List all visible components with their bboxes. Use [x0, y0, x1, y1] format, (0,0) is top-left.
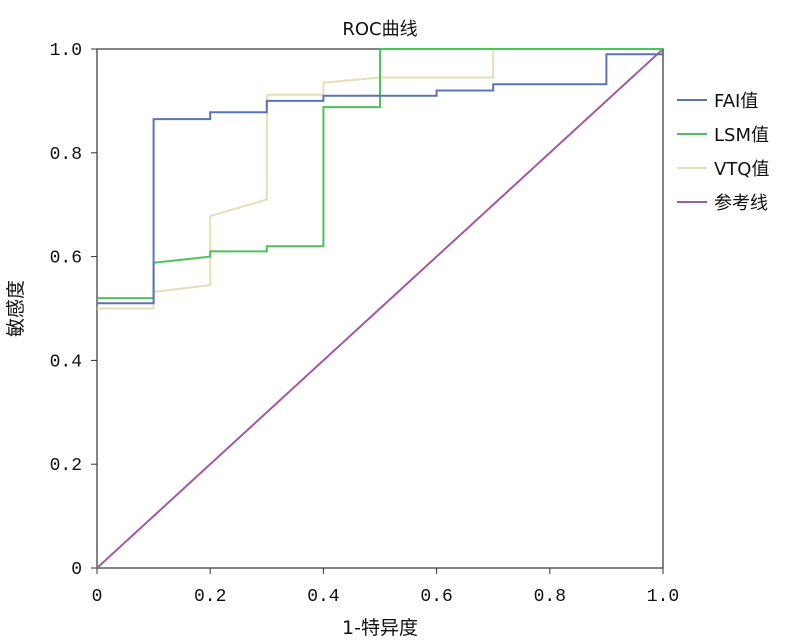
- y-axis-ticks: 0 0.2 0.4 0.6 0.8 1.0: [50, 41, 97, 580]
- y-tick-label: 0.2: [50, 456, 82, 476]
- x-tick-label: 0.2: [194, 587, 226, 607]
- series-lines: [96, 48, 664, 569]
- x-tick-label: 0: [92, 587, 103, 607]
- legend-label: 参考线: [714, 193, 768, 214]
- y-tick-label: 0.6: [50, 249, 82, 269]
- y-axis-label: 敏感度: [5, 280, 27, 337]
- legend-label: VTQ值: [714, 159, 769, 180]
- y-tick-label: 0.4: [50, 352, 82, 372]
- x-tick-label: 1.0: [647, 587, 679, 607]
- x-tick-label: 0.6: [420, 587, 452, 607]
- legend-label: FAI值: [714, 91, 758, 112]
- legend-label: LSM值: [714, 125, 769, 146]
- chart-title: ROC曲线: [342, 19, 417, 40]
- x-tick-label: 0.4: [307, 587, 339, 607]
- x-axis-ticks: 0 0.2 0.4 0.6 0.8 1.0: [92, 568, 679, 607]
- series-line-3: [96, 48, 664, 569]
- x-tick-label: 0.8: [534, 587, 566, 607]
- series-line-0: [97, 49, 664, 305]
- y-tick-label: 0.8: [50, 145, 82, 165]
- y-tick-label: 0: [71, 560, 82, 580]
- y-tick-label: 1.0: [50, 41, 82, 61]
- x-axis-label: 1-特异度: [342, 617, 418, 639]
